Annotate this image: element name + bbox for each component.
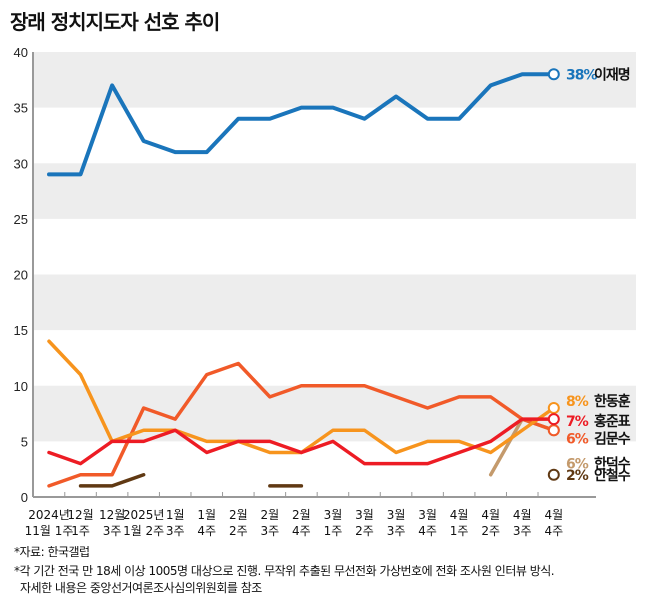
y-tick-label: 40 xyxy=(14,45,28,60)
x-tick-label: 4월 xyxy=(544,508,563,522)
x-tick-label: 3월 xyxy=(324,508,343,522)
x-tick-label: 2주 xyxy=(481,524,500,538)
y-tick-label: 35 xyxy=(14,101,28,116)
end-value-label: 6% xyxy=(566,456,589,472)
grid-band xyxy=(33,163,636,219)
x-tick-label: 1월 xyxy=(197,508,216,522)
y-tick-label: 20 xyxy=(14,268,28,283)
x-tick-label: 2주 xyxy=(355,524,374,538)
x-tick-label: 1주 xyxy=(71,524,90,538)
series-name-label: 홍준표 xyxy=(594,413,631,430)
x-tick-label: 3주 xyxy=(261,524,280,538)
x-tick-label: 3월 xyxy=(387,508,406,522)
x-tick-label: 1주 xyxy=(450,524,469,538)
series-line-홍준표 xyxy=(47,417,556,466)
y-tick-label: 15 xyxy=(14,323,28,338)
x-tick-label: 2024년 xyxy=(28,508,70,522)
series-name-label: 김문수 xyxy=(594,430,631,447)
end-value-label: 38% xyxy=(566,67,597,83)
end-marker-이재명 xyxy=(547,68,560,81)
end-marker-김문수 xyxy=(547,424,560,437)
series-name-label: 한동훈 xyxy=(594,393,631,410)
chart-title: 장래 정치지도자 선호 추이 xyxy=(10,10,220,34)
series-line-이재명 xyxy=(47,72,556,177)
x-tick-label: 2월 xyxy=(292,508,311,522)
x-tick-label: 2월 xyxy=(229,508,248,522)
reference-note: 자세한 내용은 중앙선거여론조사심의위원회를 참조 xyxy=(20,581,262,595)
x-tick-label: 3주 xyxy=(513,524,532,538)
series-name-label: 한덕수 xyxy=(594,455,631,472)
end-value-label: 7% xyxy=(566,414,589,430)
x-tick-label: 4주 xyxy=(292,524,311,538)
x-tick-label: 11월 1주 xyxy=(25,524,74,538)
y-tick-label: 10 xyxy=(14,379,28,394)
x-tick-label: 4월 xyxy=(481,508,500,522)
x-tick-label: 4월 xyxy=(450,508,469,522)
x-tick-label: 4주 xyxy=(197,524,216,538)
x-tick-label: 3월 xyxy=(355,508,374,522)
x-tick-label: 3주 xyxy=(103,524,122,538)
y-tick-label: 0 xyxy=(21,490,28,505)
end-marker-홍준표 xyxy=(547,413,560,426)
x-tick-label: 2025년 xyxy=(123,508,165,522)
source-note: *자료: 한국갤럽 xyxy=(14,545,90,559)
x-tick-label: 1월 xyxy=(166,508,185,522)
x-tick-label: 3주 xyxy=(166,524,185,538)
series-line-안철수 xyxy=(78,473,146,488)
series-name-label: 이재명 xyxy=(594,66,630,83)
x-tick-label: 4월 xyxy=(513,508,532,522)
x-tick-label: 12월 xyxy=(67,508,93,522)
x-tick-label: 4주 xyxy=(544,524,563,538)
series-line-김문수 xyxy=(47,361,556,488)
x-tick-label: 3주 xyxy=(387,524,406,538)
x-tick-label: 2월 xyxy=(261,508,280,522)
grid-band xyxy=(33,274,636,331)
grid-band xyxy=(33,52,636,108)
end-marker-한동훈 xyxy=(547,402,560,414)
end-marker-안철수 xyxy=(547,468,560,481)
y-tick-label: 30 xyxy=(14,156,28,171)
end-value-label: 6% xyxy=(566,431,589,447)
x-tick-label: 12월 xyxy=(99,508,125,522)
series-name-label: 안철수 xyxy=(594,467,631,484)
end-value-label: 2% xyxy=(566,468,589,484)
x-tick-label: 4주 xyxy=(418,524,437,538)
x-tick-label: 1주 xyxy=(324,524,343,538)
end-value-label: 8% xyxy=(566,394,589,410)
x-tick-label: 2주 xyxy=(229,524,248,538)
method-note: *각 기간 전국 만 18세 이상 1005명 대상으로 진행. 무작위 추출된… xyxy=(14,564,555,578)
y-tick-label: 25 xyxy=(14,212,28,227)
x-tick-label: 1월 2주 xyxy=(123,524,164,538)
y-tick-label: 5 xyxy=(21,434,28,449)
x-tick-label: 3월 xyxy=(418,508,437,522)
